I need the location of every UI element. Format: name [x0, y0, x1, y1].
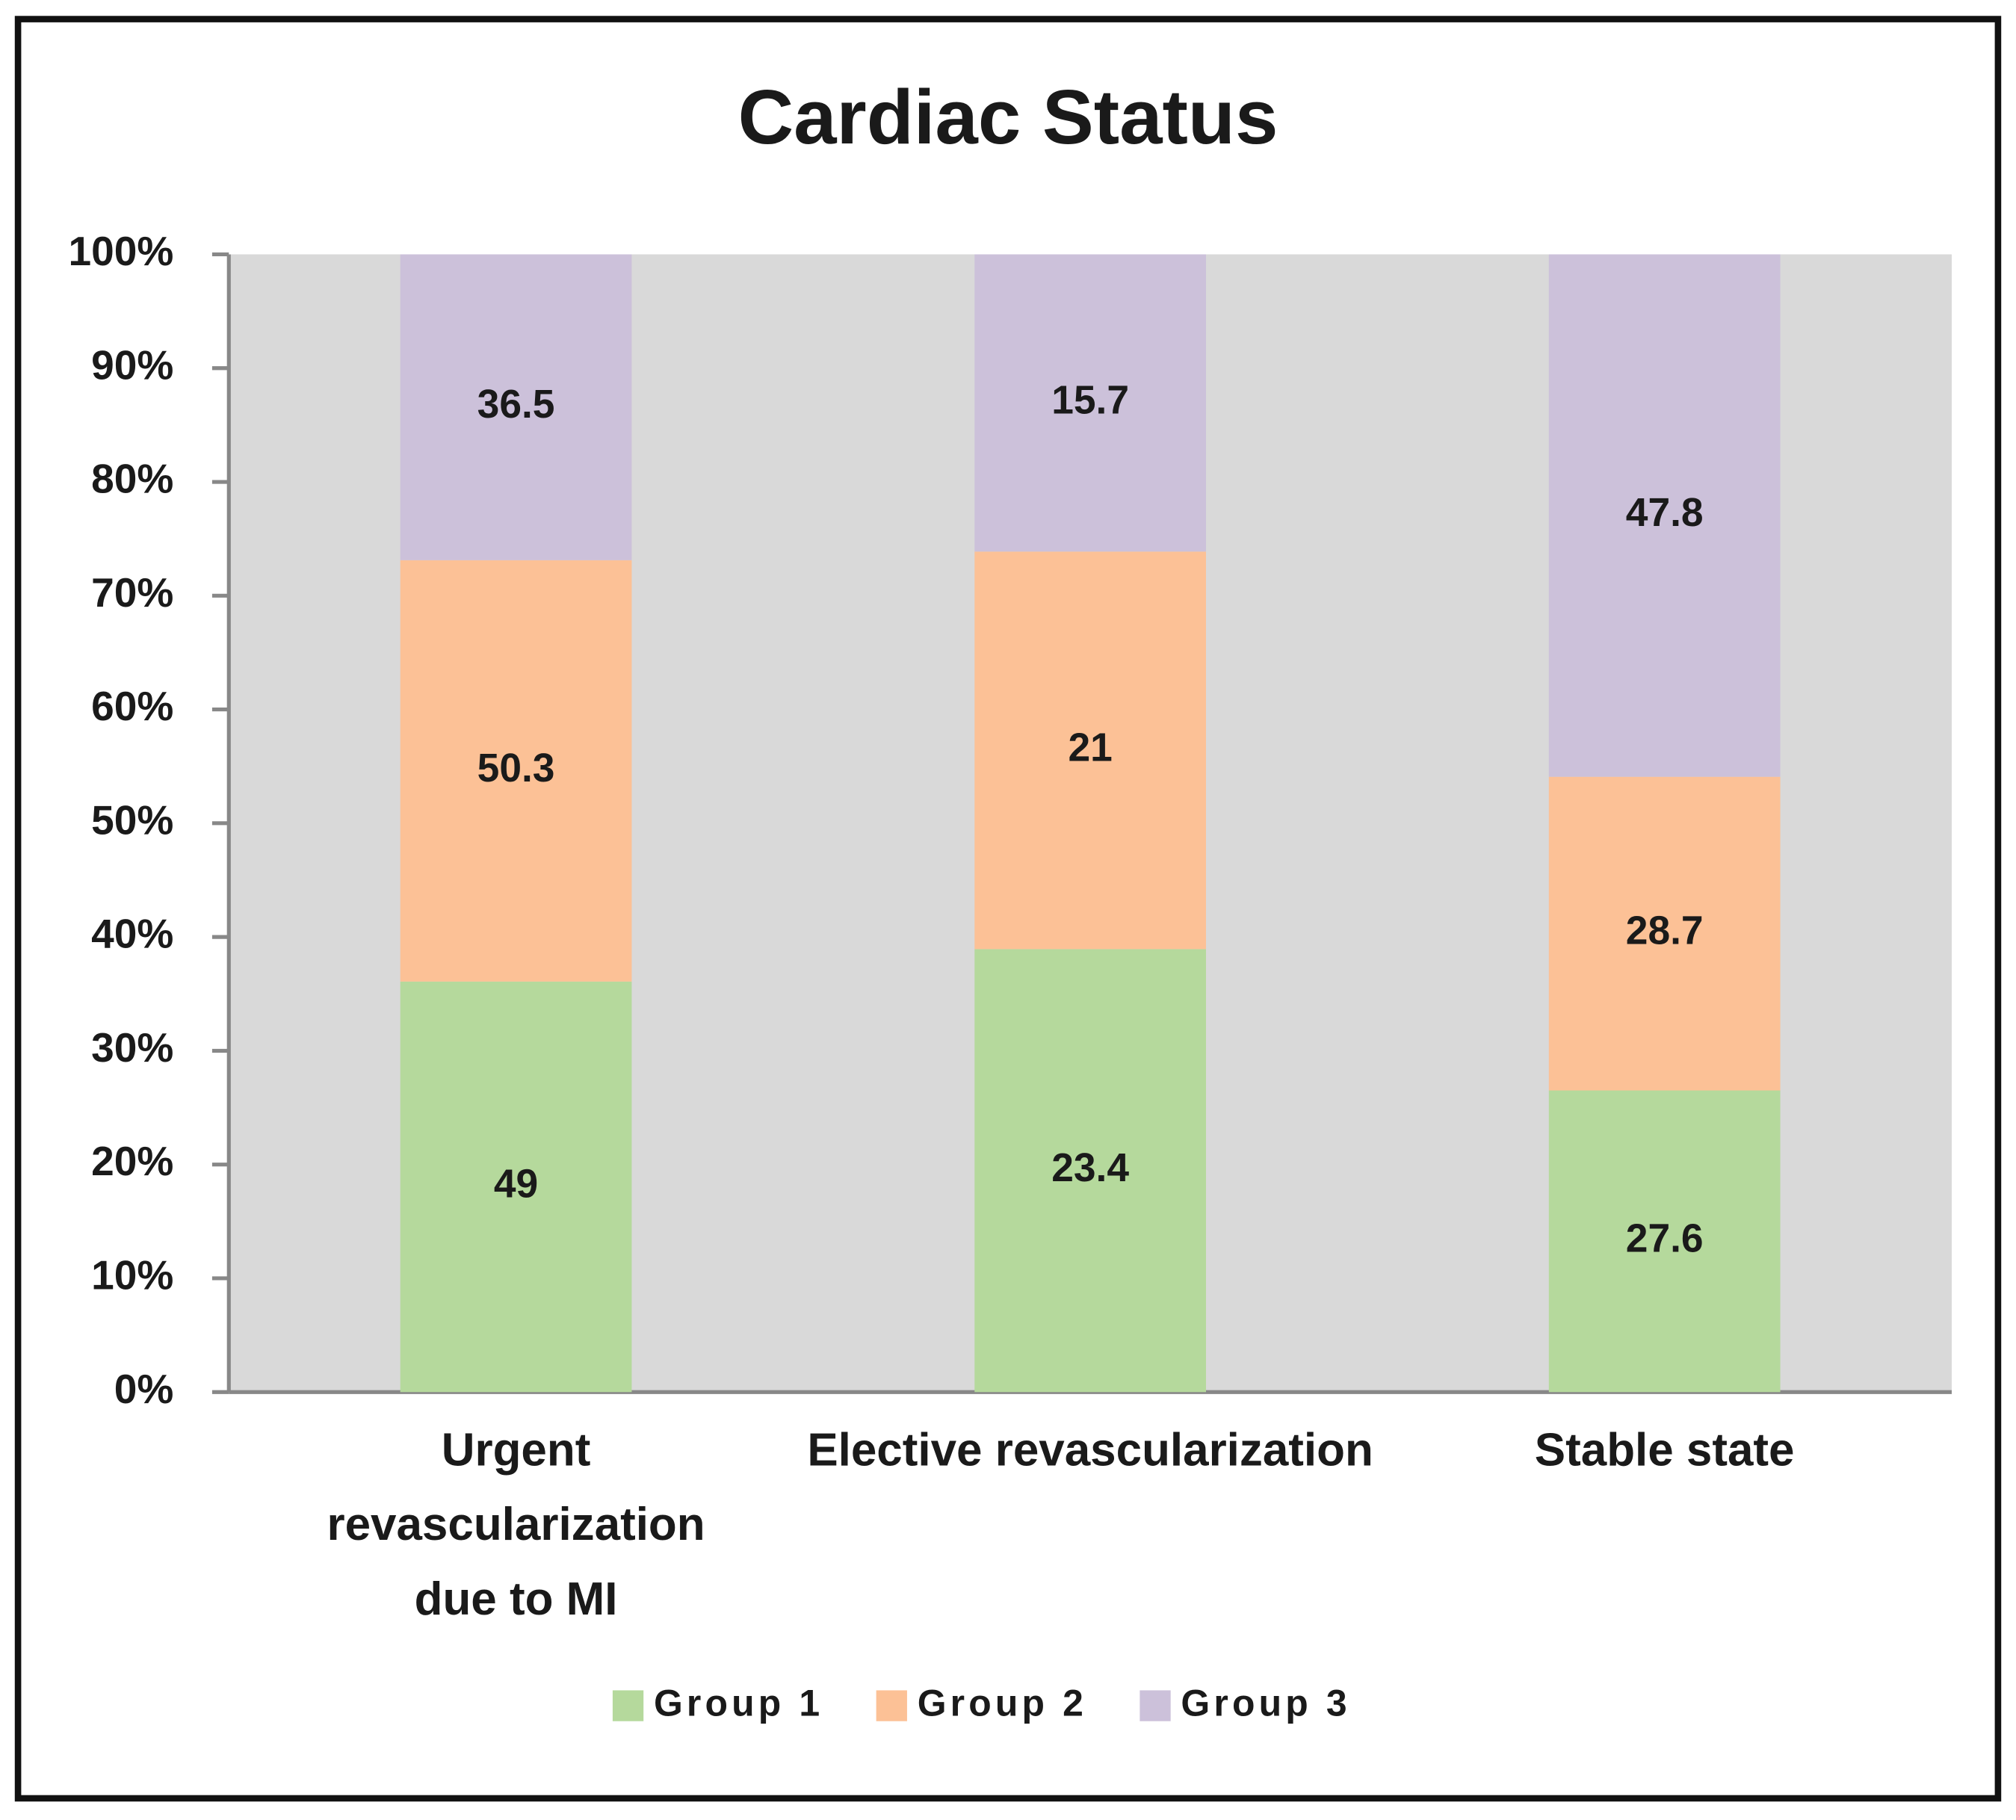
bar-segment: [400, 254, 632, 560]
legend-label: Group 3: [1181, 1682, 1350, 1724]
x-tick-label: Elective revascularization: [807, 1423, 1373, 1476]
y-tick-label: 40%: [91, 911, 173, 957]
legend-swatch: [1140, 1690, 1171, 1721]
bar-segment: [1548, 776, 1781, 1091]
legend-swatch: [612, 1690, 644, 1721]
y-tick-label: 20%: [91, 1138, 173, 1184]
y-tick-label: 100%: [68, 228, 173, 274]
chart-title: Cardiac Status: [738, 74, 1278, 160]
data-label: 21: [1068, 725, 1112, 770]
bar-segment: [400, 560, 632, 982]
y-tick-label: 60%: [91, 683, 173, 729]
y-tick-label: 90%: [91, 341, 173, 388]
data-label: 49: [494, 1163, 538, 1207]
legend-swatch: [876, 1690, 907, 1721]
legend-label: Group 1: [654, 1682, 823, 1724]
bar-segment: [974, 254, 1206, 552]
y-tick-label: 70%: [91, 569, 173, 616]
x-tick-label: Urgent revascularization due to MI: [327, 1423, 705, 1625]
x-tick-label-box: Stable state: [1534, 1423, 1795, 1476]
bar-segment: [1548, 1090, 1781, 1393]
y-tick-label: 50%: [91, 796, 173, 843]
x-tick-label-box: Urgent revascularization due to MI: [327, 1423, 705, 1625]
data-label: 15.7: [1051, 378, 1129, 422]
data-label: 23.4: [1051, 1146, 1129, 1190]
y-tick-label: 80%: [91, 456, 173, 502]
data-label: 47.8: [1626, 491, 1704, 535]
bar-segment: [400, 981, 632, 1393]
bar-segment: [974, 551, 1206, 950]
data-label: 36.5: [477, 383, 555, 427]
data-label: 50.3: [477, 746, 555, 790]
data-label: 28.7: [1626, 909, 1704, 953]
x-tick-label: Stable state: [1534, 1423, 1795, 1476]
x-tick-label-box: Elective revascularization: [807, 1423, 1373, 1476]
y-tick-label: 10%: [91, 1252, 173, 1299]
y-tick-label: 0%: [114, 1366, 174, 1412]
legend-label: Group 2: [918, 1682, 1087, 1724]
data-label: 27.6: [1626, 1216, 1704, 1260]
y-tick-label: 30%: [91, 1024, 173, 1071]
bar-segment: [974, 949, 1206, 1393]
bar-segment: [1548, 254, 1781, 777]
